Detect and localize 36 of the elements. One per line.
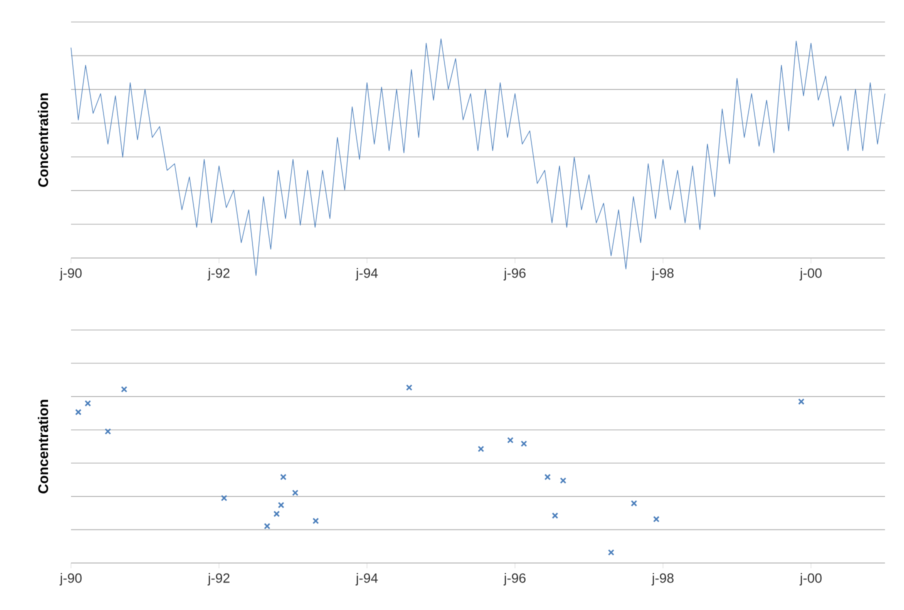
point bbox=[75, 408, 82, 416]
point bbox=[507, 437, 514, 444]
x-tick-label: j-98 bbox=[652, 268, 674, 280]
x-tick-label: j-00 bbox=[800, 268, 822, 280]
x-tick-label: j-96 bbox=[504, 268, 526, 280]
y-axis-title: Concentration bbox=[38, 400, 48, 494]
x-tick-label: j-00 bbox=[800, 573, 822, 586]
point bbox=[560, 477, 566, 484]
point bbox=[552, 512, 558, 519]
point bbox=[520, 440, 528, 447]
x-tick-label: j-90 bbox=[60, 268, 82, 280]
point bbox=[608, 549, 614, 556]
x-tick-label: j-92 bbox=[208, 268, 230, 280]
point bbox=[406, 384, 412, 391]
point bbox=[544, 474, 551, 480]
point bbox=[312, 518, 319, 524]
point bbox=[273, 510, 280, 518]
x-tick-label: j-94 bbox=[356, 268, 378, 280]
x-tick-label: j-96 bbox=[504, 573, 526, 586]
point bbox=[478, 446, 484, 452]
y-axis-title: Concentration bbox=[38, 93, 48, 187]
x-tick-label: j-90 bbox=[60, 573, 82, 586]
x-tick-label: j-98 bbox=[652, 573, 674, 586]
point bbox=[120, 386, 128, 393]
point bbox=[220, 494, 228, 502]
point bbox=[653, 516, 660, 522]
point bbox=[264, 522, 270, 530]
point bbox=[278, 502, 284, 508]
x-tick-label: j-94 bbox=[356, 573, 378, 586]
point bbox=[280, 474, 286, 480]
point bbox=[292, 490, 298, 496]
point bbox=[798, 398, 804, 405]
point bbox=[84, 400, 92, 407]
x-tick-label: j-92 bbox=[208, 573, 230, 586]
point bbox=[104, 428, 112, 435]
point bbox=[630, 500, 638, 507]
